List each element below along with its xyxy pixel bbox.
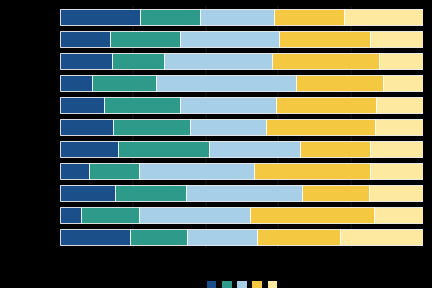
Bar xyxy=(296,75,384,91)
Bar xyxy=(118,141,209,157)
Bar xyxy=(139,207,250,223)
Bar xyxy=(113,119,190,134)
Bar xyxy=(60,97,105,113)
Bar xyxy=(254,163,370,179)
Bar xyxy=(130,229,187,245)
Bar xyxy=(374,207,423,223)
Bar xyxy=(89,163,139,179)
Bar xyxy=(60,229,130,245)
Bar xyxy=(375,97,423,113)
Bar xyxy=(340,229,423,245)
Bar xyxy=(190,119,266,134)
Bar xyxy=(110,31,180,47)
Legend: , , , , : , , , , xyxy=(206,280,277,288)
Bar xyxy=(112,53,164,69)
Bar xyxy=(187,229,257,245)
Bar xyxy=(60,185,115,201)
Bar xyxy=(200,9,274,25)
Bar xyxy=(257,229,340,245)
Bar xyxy=(60,119,113,134)
Bar xyxy=(60,207,81,223)
Bar xyxy=(375,119,423,134)
Bar xyxy=(384,75,423,91)
Bar xyxy=(92,75,156,91)
Bar xyxy=(180,31,279,47)
Bar xyxy=(370,163,423,179)
Bar xyxy=(302,185,369,201)
Bar xyxy=(115,185,186,201)
Bar xyxy=(105,97,180,113)
Bar xyxy=(300,141,370,157)
Bar xyxy=(60,163,89,179)
Bar xyxy=(266,119,375,134)
Bar xyxy=(279,31,370,47)
Bar xyxy=(60,141,118,157)
Bar xyxy=(186,185,302,201)
Bar xyxy=(81,207,139,223)
Bar xyxy=(369,185,423,201)
Bar xyxy=(379,53,423,69)
Bar xyxy=(370,141,423,157)
Bar xyxy=(272,53,379,69)
Bar xyxy=(60,75,92,91)
Bar xyxy=(274,9,344,25)
Bar xyxy=(139,163,254,179)
Bar xyxy=(344,9,423,25)
Bar xyxy=(60,9,140,25)
Bar xyxy=(209,141,300,157)
Bar xyxy=(140,9,200,25)
Bar xyxy=(250,207,374,223)
Bar xyxy=(60,53,112,69)
Bar xyxy=(276,97,375,113)
Bar xyxy=(180,97,276,113)
Bar xyxy=(164,53,272,69)
Bar xyxy=(60,31,110,47)
Bar xyxy=(156,75,296,91)
Bar xyxy=(370,31,423,47)
